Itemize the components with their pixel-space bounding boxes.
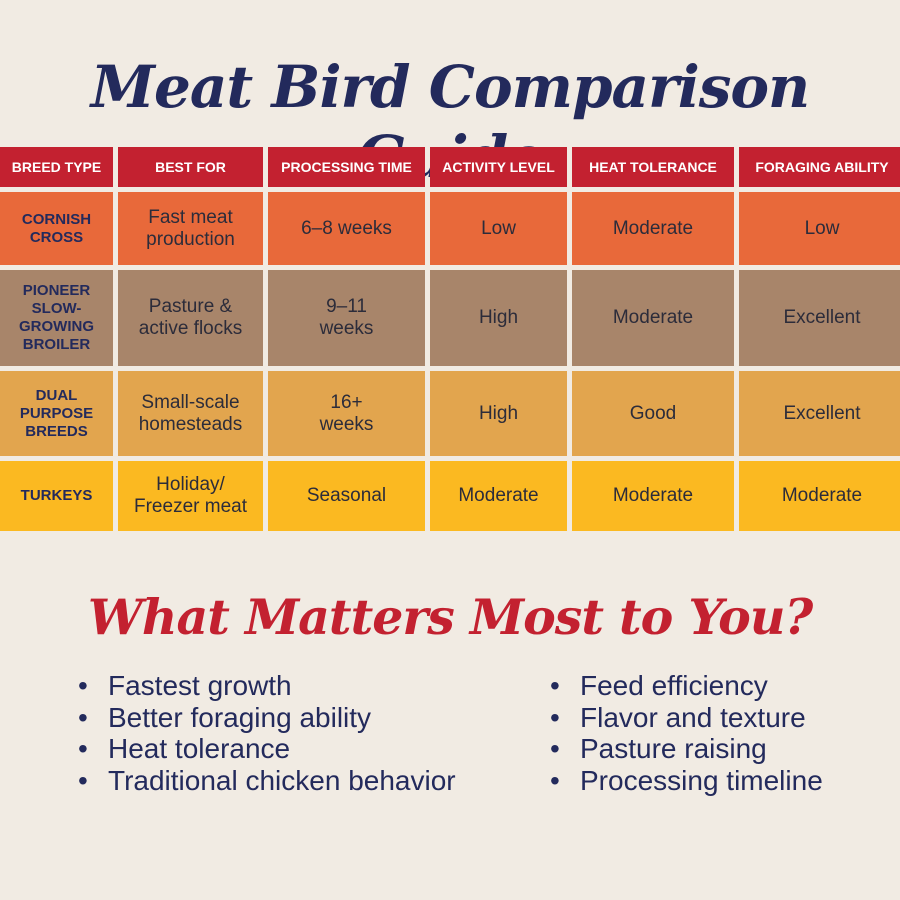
breed-cell: TURKEYS: [0, 461, 113, 531]
breed-cell: CORNISH CROSS: [0, 192, 113, 265]
foraging-ability-cell: Moderate: [739, 461, 900, 531]
activity-level-cell: High: [430, 270, 567, 366]
section-heading: What Matters Most to You?: [87, 588, 813, 646]
processing-time-cell: 6–8 weeks: [268, 192, 425, 265]
header-processing-time: PROCESSING TIME: [268, 147, 425, 187]
list-item: Better foraging ability: [78, 702, 456, 734]
processing-time-cell: 16+ weeks: [268, 371, 425, 456]
heat-tolerance-cell: Moderate: [572, 461, 734, 531]
processing-time-cell: Seasonal: [268, 461, 425, 531]
list-item: Feed efficiency: [550, 670, 823, 702]
table-row: DUAL PURPOSE BREEDS Small-scale homestea…: [0, 371, 900, 456]
best-for-cell: Small-scale homesteads: [118, 371, 263, 456]
priority-list-left: Fastest growth Better foraging ability H…: [78, 670, 456, 796]
best-for-cell: Pasture & active flocks: [118, 270, 263, 366]
list-item: Traditional chicken behavior: [78, 765, 456, 797]
table-header-row: BREED TYPE BEST FOR PROCESSING TIME ACTI…: [0, 147, 900, 187]
breed-cell: PIONEER SLOW-GROWING BROILER: [0, 270, 113, 366]
header-best-for: BEST FOR: [118, 147, 263, 187]
best-for-cell: Fast meat production: [118, 192, 263, 265]
processing-time-cell: 9–11 weeks: [268, 270, 425, 366]
list-item: Processing timeline: [550, 765, 823, 797]
list-item: Fastest growth: [78, 670, 456, 702]
heat-tolerance-cell: Good: [572, 371, 734, 456]
comparison-table: BREED TYPE BEST FOR PROCESSING TIME ACTI…: [0, 142, 900, 536]
list-item: Pasture raising: [550, 733, 823, 765]
header-breed-type: BREED TYPE: [0, 147, 113, 187]
table-row: CORNISH CROSS Fast meat production 6–8 w…: [0, 192, 900, 265]
table-row: TURKEYS Holiday/ Freezer meat Seasonal M…: [0, 461, 900, 531]
foraging-ability-cell: Excellent: [739, 270, 900, 366]
heat-tolerance-cell: Moderate: [572, 192, 734, 265]
best-for-cell: Holiday/ Freezer meat: [118, 461, 263, 531]
breed-cell: DUAL PURPOSE BREEDS: [0, 371, 113, 456]
activity-level-cell: Moderate: [430, 461, 567, 531]
list-item: Heat tolerance: [78, 733, 456, 765]
priority-list-right: Feed efficiency Flavor and texture Pastu…: [550, 670, 823, 796]
activity-level-cell: Low: [430, 192, 567, 265]
header-heat-tolerance: HEAT TOLERANCE: [572, 147, 734, 187]
foraging-ability-cell: Low: [739, 192, 900, 265]
foraging-ability-cell: Excellent: [739, 371, 900, 456]
header-foraging-ability: FORAGING ABILITY: [739, 147, 900, 187]
list-item: Flavor and texture: [550, 702, 823, 734]
activity-level-cell: High: [430, 371, 567, 456]
heat-tolerance-cell: Moderate: [572, 270, 734, 366]
header-activity-level: ACTIVITY LEVEL: [430, 147, 567, 187]
table-row: PIONEER SLOW-GROWING BROILER Pasture & a…: [0, 270, 900, 366]
